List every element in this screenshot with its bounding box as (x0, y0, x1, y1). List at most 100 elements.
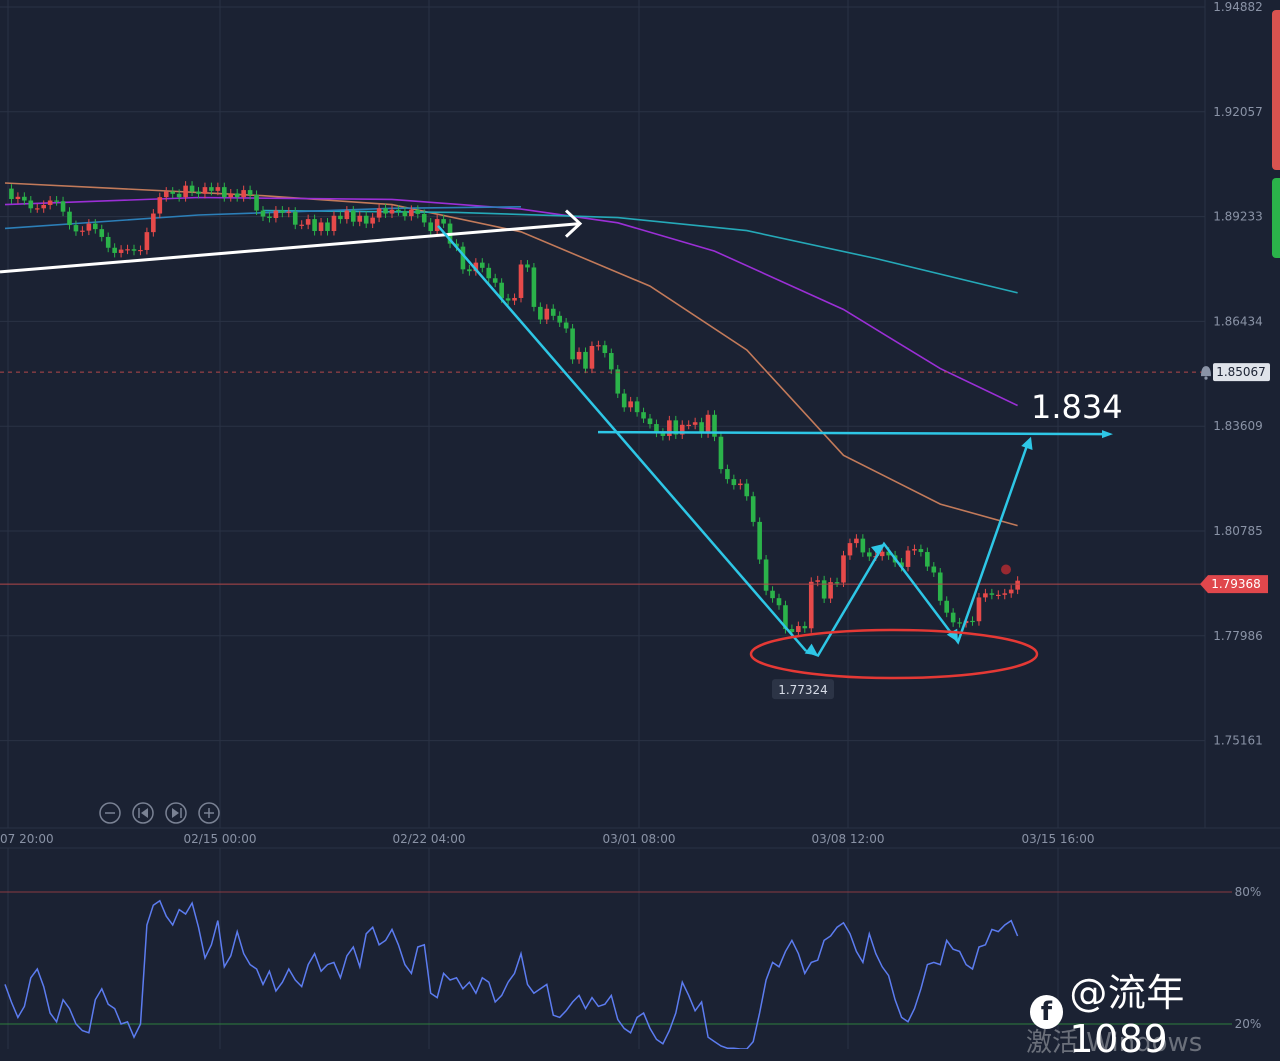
candle-body (299, 224, 304, 226)
candle-body (925, 552, 930, 567)
candle-body (112, 247, 117, 253)
candle-body (647, 418, 653, 425)
candle-body (550, 308, 556, 316)
candle-body (770, 590, 775, 599)
candle-body (899, 562, 904, 567)
candle-body (699, 422, 704, 434)
step-back-button[interactable] (132, 802, 154, 824)
candle-body (821, 580, 827, 599)
candle-body (234, 193, 240, 198)
low-price-badge (772, 679, 834, 700)
zoom-in-button[interactable] (198, 802, 220, 824)
candle-body (654, 424, 659, 433)
time-tick-label: 02/15 00:00 (184, 832, 257, 846)
candle-body (86, 223, 92, 231)
candle-body (338, 215, 343, 220)
drawing-annotations: 1.834 1.77324 (0, 209, 1205, 700)
candle-body (686, 424, 691, 427)
candle-body (912, 549, 917, 551)
candle-body (544, 308, 550, 320)
zoom-out-button[interactable] (99, 802, 121, 824)
candle-body (254, 194, 259, 211)
candle-body (467, 269, 472, 272)
time-tick-label: 03/01 08:00 (603, 832, 676, 846)
time-axis: 07 20:00 02/15 00:00 02/22 04:00 03/01 08:0… (0, 827, 1280, 849)
candle-body (879, 551, 885, 557)
candle-body (886, 551, 891, 556)
candle-body (905, 550, 911, 567)
target-level-line (597, 430, 1105, 436)
skip-forward-circle-icon (172, 808, 182, 818)
candle-body (118, 249, 124, 253)
candle-body (641, 412, 646, 419)
time-tick-label: 03/15 16:00 (1022, 832, 1095, 846)
price-tick-label: 1.92057 (1213, 105, 1263, 119)
candle-body (538, 306, 543, 320)
candle-body (976, 597, 982, 622)
candle-body (725, 469, 730, 480)
candle-body (196, 191, 201, 194)
sell-panel-tab[interactable] (1272, 10, 1280, 170)
candle-body (679, 424, 685, 435)
candle-body (460, 246, 466, 270)
candle-body (667, 420, 672, 436)
candle-body (176, 193, 182, 198)
price-axis: 1.94882 1.92057 1.89233 1.86434 1.83609 1.807… (1200, 0, 1270, 748)
candle-body (996, 594, 1001, 597)
buy-panel-tab[interactable] (1272, 178, 1280, 258)
candle-body (937, 572, 943, 601)
last-price-glow (1001, 564, 1011, 575)
facebook-icon: f (1030, 994, 1064, 1029)
candle-body (602, 345, 608, 354)
candle-body (247, 190, 253, 195)
skip-back-circle-icon (138, 808, 148, 818)
candle-body (628, 401, 633, 408)
candle-body (486, 267, 492, 279)
candle-body (357, 215, 363, 222)
candle-body (267, 216, 272, 218)
candle-body (376, 208, 382, 218)
candle-body (80, 230, 85, 232)
candle-body (583, 351, 588, 369)
candle-body (970, 620, 975, 623)
oscillator-line (4, 899, 1019, 1049)
candle-body (673, 420, 679, 435)
candle-body (273, 210, 279, 218)
candle-body (796, 626, 801, 633)
candle-body (738, 483, 743, 486)
candle-body (305, 219, 311, 225)
candle-body (634, 401, 640, 413)
candle-body (808, 581, 814, 629)
candle-body (138, 249, 143, 252)
step-forward-button[interactable] (165, 802, 187, 824)
candle-body (950, 612, 956, 623)
candle-body (531, 267, 537, 307)
candle-body (557, 315, 562, 323)
candle-body (867, 552, 872, 557)
price-tick-label: 1.75161 (1213, 734, 1263, 748)
candle-body (222, 187, 227, 198)
candle-body (731, 479, 737, 486)
price-tick-label: 1.80785 (1213, 524, 1263, 538)
grid-lines (0, 0, 1206, 1049)
candle-body (9, 188, 14, 200)
candle-body (596, 345, 601, 347)
candle-body (228, 193, 234, 198)
time-tick-label: 07 20:00 (0, 832, 54, 846)
oscillator-tick-label: 80% (1235, 885, 1262, 899)
candle-body (318, 222, 324, 232)
candle-body (183, 185, 188, 198)
bell-icon[interactable] (1201, 366, 1211, 380)
candle-body (105, 236, 111, 248)
candle-body (415, 209, 421, 214)
target-price-label: 1.834 (1031, 388, 1123, 426)
candle-body (15, 196, 21, 200)
candle-body (815, 580, 820, 582)
candle-body (312, 219, 317, 232)
candle-body (1008, 589, 1014, 594)
trendline-arrowhead (564, 209, 583, 238)
candle-body (22, 196, 27, 201)
candle-body (402, 211, 408, 217)
low-price-label: 1.77324 (778, 683, 828, 697)
candle-body (144, 232, 150, 250)
